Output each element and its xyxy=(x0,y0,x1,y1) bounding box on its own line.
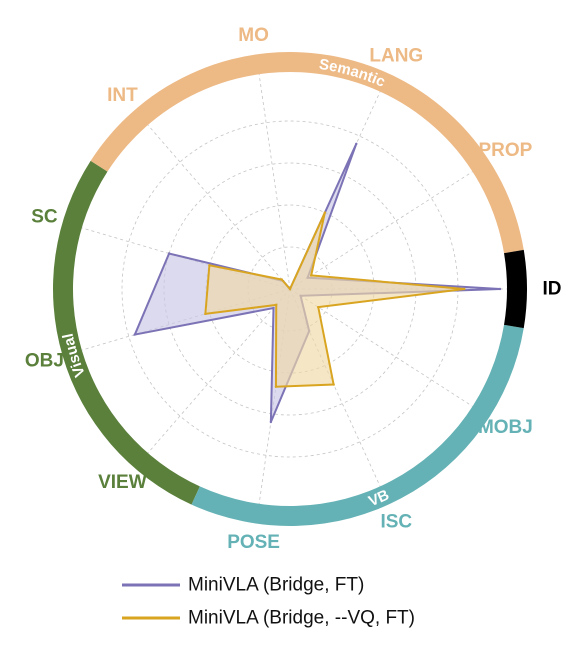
series-2-point-prop xyxy=(309,274,313,277)
series-2-point-mobj xyxy=(317,305,320,309)
grid-spoke-mo xyxy=(258,74,291,290)
legend-item-1: MiniVLA (Bridge, FT) xyxy=(122,575,364,596)
series-2-point-isc xyxy=(332,383,335,386)
ring-arc-vb xyxy=(191,324,524,526)
grid-spoke-mobj xyxy=(289,288,473,407)
legend-label-2: MiniVLA (Bridge, --VQ, FT) xyxy=(188,608,415,629)
axis-label-isc: ISC xyxy=(380,511,412,532)
ring-arc-visual xyxy=(52,160,200,505)
axis-label-id: ID xyxy=(543,279,562,300)
axis-label-view: VIEW xyxy=(98,472,147,493)
grid-spoke-int xyxy=(147,124,291,290)
series-2-point-lang xyxy=(323,211,327,214)
series-2-point-obj xyxy=(204,312,207,316)
series-polygon-2 xyxy=(204,212,465,388)
axis-label-prop: PROP xyxy=(478,140,532,161)
legend: MiniVLA (Bridge, FT) MiniVLA (Bridge, --V… xyxy=(122,575,415,629)
grid-spoke-view xyxy=(147,288,291,454)
grid-spoke-prop xyxy=(289,171,473,290)
series-2-point-int xyxy=(280,278,283,281)
ring-arc-semantic xyxy=(90,52,524,254)
series-2-point-mo xyxy=(288,287,292,291)
ring-arc-id xyxy=(504,249,527,329)
series-2-point-pose xyxy=(274,385,278,388)
series-1-point-lang xyxy=(355,142,358,146)
axis-label-int: INT xyxy=(107,85,138,106)
series-1-point-sc xyxy=(167,252,171,255)
legend-label-1: MiniVLA (Bridge, FT) xyxy=(188,575,364,596)
series-2-point-view xyxy=(275,303,278,307)
series-1-point-pose xyxy=(269,420,273,424)
group-label-text-vb: VB xyxy=(366,486,392,510)
series-2-point-id xyxy=(463,287,466,291)
axis-label-mo: MO xyxy=(238,25,269,46)
series-2-point-sc xyxy=(208,264,211,267)
axis-label-lang: LANG xyxy=(369,46,423,67)
axis-label-pose: POSE xyxy=(227,532,280,553)
axis-labels: ID PROP LANG MO INT SC OBJ VIEW POSE ISC MOBJ xyxy=(25,25,562,553)
axis-label-obj: OBJ xyxy=(25,351,64,372)
group-label-vb: VB xyxy=(366,486,392,510)
axis-label-mobj: MOBJ xyxy=(478,417,533,438)
series-1-point-view xyxy=(272,306,275,310)
radar-series xyxy=(133,142,502,424)
series-1-point-id xyxy=(498,287,502,291)
series-1-point-obj xyxy=(133,333,137,336)
legend-item-2: MiniVLA (Bridge, --VQ, FT) xyxy=(122,608,415,629)
axis-label-sc: SC xyxy=(31,206,58,227)
